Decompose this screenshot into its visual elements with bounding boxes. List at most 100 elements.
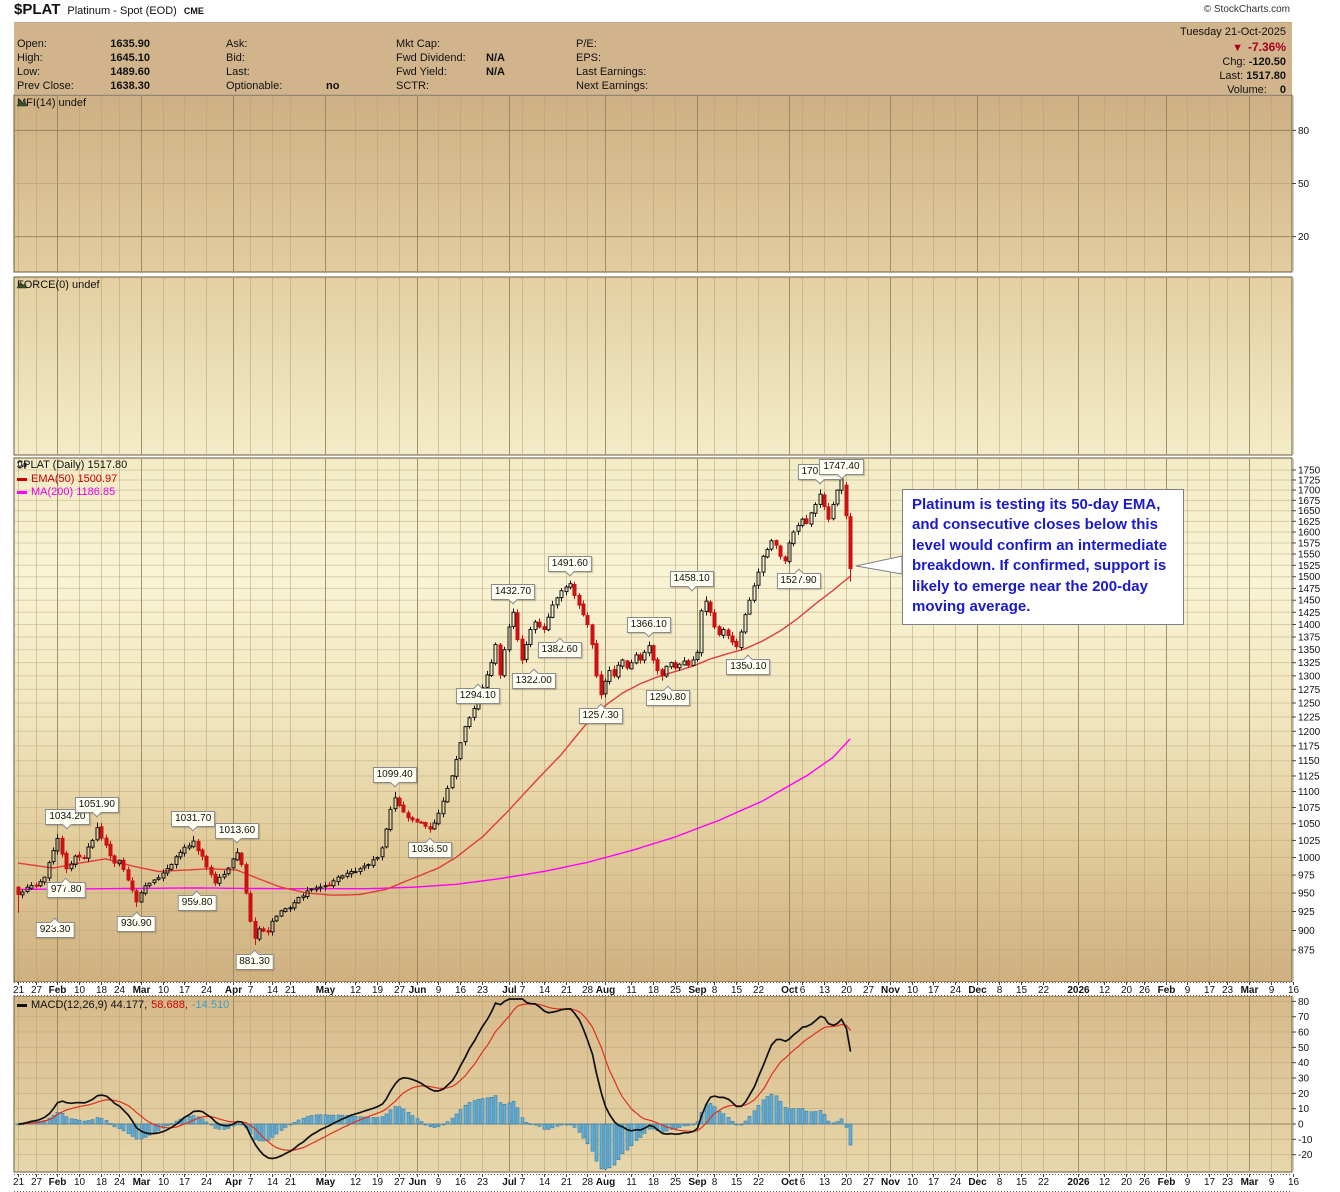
macd-histogram-bar bbox=[559, 1123, 564, 1126]
macd-histogram-bar bbox=[673, 1123, 678, 1130]
candlestick bbox=[787, 542, 792, 563]
candlestick bbox=[69, 863, 74, 870]
candlestick bbox=[620, 659, 625, 667]
macd-histogram-bar bbox=[288, 1123, 293, 1126]
mountain-chart-icon bbox=[17, 281, 27, 289]
date-axis bbox=[14, 1174, 1292, 1192]
date-tick-label: 27 bbox=[31, 985, 43, 996]
macd-legend: MACD(12,26,9) 44.177, 58.688, -14.510 bbox=[17, 999, 229, 1011]
candlestick-chart-icon bbox=[18, 460, 27, 469]
candlestick bbox=[651, 645, 656, 661]
candlestick bbox=[213, 873, 218, 884]
date-tick-label: Feb bbox=[49, 985, 67, 996]
candlesticks bbox=[16, 471, 853, 946]
candlestick bbox=[826, 506, 831, 520]
macd-histogram-bar bbox=[213, 1123, 218, 1129]
price-callout-label: 1382.60 bbox=[537, 642, 582, 659]
macd-histogram-bar bbox=[51, 1114, 56, 1125]
macd-histogram-bar bbox=[730, 1120, 735, 1125]
macd-histogram-bar bbox=[301, 1117, 306, 1125]
macd-histogram-bar bbox=[739, 1123, 744, 1126]
macd-hist-value: -14.510 bbox=[191, 999, 230, 1011]
candlestick bbox=[95, 827, 100, 841]
date-tick-label: Jun bbox=[409, 1177, 427, 1188]
candlestick bbox=[682, 660, 687, 666]
date-tick-label: 12 bbox=[350, 1177, 362, 1188]
macd-histogram-bar bbox=[209, 1123, 214, 1126]
price-axis-label: 1400 bbox=[1298, 620, 1321, 631]
date-tick-label: Sep bbox=[688, 985, 706, 996]
candlestick bbox=[445, 787, 450, 803]
date-tick-label: 17 bbox=[928, 985, 940, 996]
date-tick-label: 9 bbox=[436, 1177, 442, 1188]
macd-histogram-bar bbox=[677, 1123, 682, 1128]
candlestick bbox=[835, 489, 840, 505]
candlestick bbox=[279, 910, 284, 917]
macd-histogram-bar bbox=[489, 1096, 494, 1125]
price-axis-label: 40 bbox=[1298, 1058, 1310, 1069]
price-axis-label: 1100 bbox=[1298, 787, 1320, 798]
date-tick-label: 10 bbox=[907, 1177, 919, 1188]
macd-histogram-bar bbox=[384, 1113, 389, 1125]
date-tick-label: Feb bbox=[1158, 1177, 1176, 1188]
macd-histogram-bar bbox=[485, 1097, 490, 1125]
macd-histogram-bar bbox=[520, 1117, 525, 1125]
candlestick bbox=[257, 928, 262, 940]
macd-histogram-bar bbox=[787, 1108, 792, 1125]
candlestick bbox=[178, 851, 183, 858]
macd-histogram-bar bbox=[515, 1107, 520, 1125]
price-axis-label: 1125 bbox=[1298, 771, 1320, 782]
date-tick-label: 2026 bbox=[1067, 1177, 1090, 1188]
macd-histogram-bar bbox=[818, 1110, 823, 1125]
date-tick-label: Mar bbox=[133, 1177, 151, 1188]
macd-histogram-bar bbox=[691, 1123, 696, 1126]
ema50-legend-label: EMA(50) 1500.97 bbox=[31, 473, 118, 485]
candlestick bbox=[231, 858, 236, 869]
macd-histogram-bar bbox=[783, 1107, 788, 1125]
candlestick bbox=[564, 586, 569, 593]
macd-histogram-bar bbox=[809, 1111, 814, 1125]
candlestick bbox=[467, 717, 472, 727]
mktcap-label: Mkt Cap: bbox=[396, 38, 441, 50]
macd-histogram-bar bbox=[839, 1118, 844, 1125]
date-tick-label: 21 bbox=[13, 985, 25, 996]
macd-histogram-bar bbox=[603, 1123, 608, 1170]
macd-histogram-bar bbox=[472, 1100, 477, 1125]
price-axis-label: 900 bbox=[1298, 926, 1315, 937]
macd-histogram-bar bbox=[577, 1123, 582, 1133]
macd-histogram-bar bbox=[82, 1120, 87, 1125]
price-axis-label: 1175 bbox=[1298, 741, 1320, 752]
macd-histogram-bar bbox=[660, 1123, 665, 1133]
date-tick-label: Jul bbox=[502, 985, 517, 996]
pe-label: P/E: bbox=[576, 38, 597, 50]
fwd-dividend-label: Fwd Dividend: bbox=[396, 52, 466, 64]
macd-legend-value: MACD(12,26,9) 44.177, bbox=[31, 999, 148, 1011]
volume-label: Volume: bbox=[1227, 84, 1267, 96]
macd-histogram-bar bbox=[848, 1123, 853, 1146]
date-tick-label: Mar bbox=[133, 985, 151, 996]
macd-histogram-bar bbox=[774, 1095, 779, 1125]
prev-close-value: 1638.30 bbox=[110, 80, 150, 92]
symbol: $PLAT bbox=[14, 1, 61, 18]
candlestick bbox=[778, 545, 783, 557]
date-tick-label: 20 bbox=[1121, 985, 1133, 996]
right-axis-labels: 8759009259509751000102510501075110011251… bbox=[1292, 126, 1321, 1161]
price-callout-label: 1036.50 bbox=[407, 841, 452, 858]
last-label: Last: bbox=[1219, 70, 1244, 82]
candlestick bbox=[187, 845, 192, 849]
candlestick bbox=[625, 660, 630, 669]
macd-histogram-bar bbox=[200, 1118, 205, 1125]
price-axis-label: 950 bbox=[1298, 889, 1315, 900]
macd-histogram-bar bbox=[86, 1120, 91, 1125]
price-axis-label: 50 bbox=[1298, 179, 1310, 190]
price-axis-label: 1375 bbox=[1298, 633, 1321, 644]
price-callout-label: 1257.30 bbox=[578, 707, 623, 724]
macd-histogram-bar bbox=[196, 1116, 201, 1125]
candlestick bbox=[809, 512, 814, 525]
date-tick-label: May bbox=[316, 1177, 336, 1188]
date-axis bbox=[14, 982, 1292, 996]
price-axis-label: 1750 bbox=[1298, 466, 1321, 477]
candlestick bbox=[708, 601, 713, 613]
price-callout-label: 1432.70 bbox=[490, 583, 536, 600]
price-axis-label: 1575 bbox=[1298, 538, 1321, 549]
